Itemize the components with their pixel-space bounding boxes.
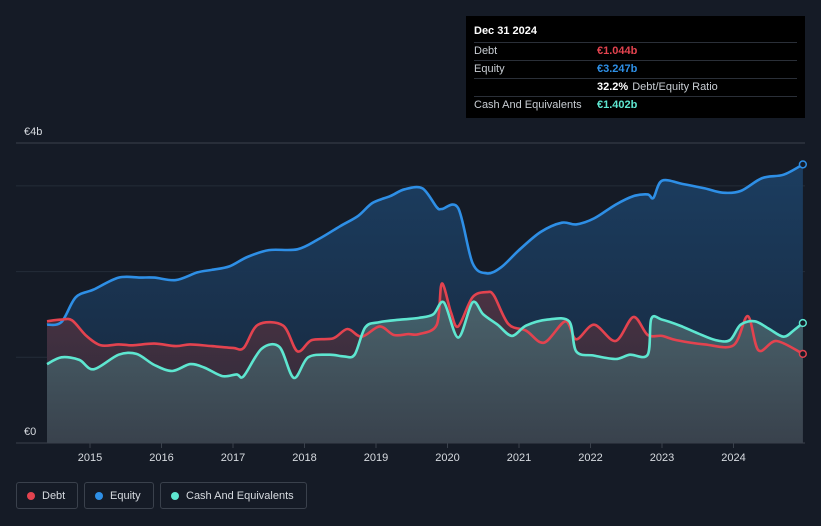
x-tick-label: 2022 xyxy=(578,452,602,464)
x-axis: 2015 2016 2017 2018 2019 2020 2021 2022 2023 2024 xyxy=(16,442,805,464)
legend-label-debt: Debt xyxy=(42,489,66,502)
x-tick-label: 2020 xyxy=(435,452,459,464)
x-tick-label: 2024 xyxy=(721,452,745,464)
tooltip-row-equity: Equity €3.247b xyxy=(474,60,797,78)
x-tick-label: 2019 xyxy=(364,452,388,464)
tooltip-date: Dec 31 2024 xyxy=(474,25,537,37)
cash-and-equivalents-area xyxy=(47,301,803,443)
cash-and-equivalents-line xyxy=(46,300,804,380)
tooltip-ratio-label xyxy=(474,79,597,96)
y-axis-max-label: €4b xyxy=(24,126,42,138)
equity-line xyxy=(46,163,804,327)
legend-item-equity[interactable]: Equity xyxy=(84,482,154,509)
x-tick-label: 2023 xyxy=(650,452,674,464)
tooltip-equity-value: €3.247b xyxy=(597,63,638,75)
data-tooltip: Dec 31 2024 Debt €1.044b Equity €3.247b … xyxy=(466,16,805,118)
series-areas xyxy=(47,164,803,443)
equity-dot-icon xyxy=(95,491,103,500)
legend-item-cash[interactable]: Cash And Equivalents xyxy=(160,482,307,509)
tooltip-row-ratio: 32.2% Debt/Equity Ratio xyxy=(474,78,797,96)
cash-and-equivalents-endpoint xyxy=(798,318,808,328)
x-tick-label: 2018 xyxy=(292,452,316,464)
tooltip-debt-label: Debt xyxy=(474,45,498,57)
tooltip-debt-value: €1.044b xyxy=(597,45,638,57)
x-tick-label: 2021 xyxy=(507,452,531,464)
equity-endpoint xyxy=(798,160,808,169)
tooltip-ratio-value: 32.2% xyxy=(597,81,629,93)
tooltip-row-debt: Debt €1.044b xyxy=(474,42,797,60)
tooltip-row-cash: Cash And Equivalents €1.402b xyxy=(474,96,797,114)
tooltip-ratio-caption: Debt/Equity Ratio xyxy=(632,81,718,93)
x-tick-label: 2017 xyxy=(221,452,245,464)
cash-dot-icon xyxy=(171,491,179,500)
tooltip-cash-label: Cash And Equivalents xyxy=(474,99,582,111)
series-lines xyxy=(46,163,804,380)
y-axis-min-label: €0 xyxy=(24,426,36,438)
legend-item-debt[interactable]: Debt xyxy=(16,482,78,509)
series-endpoints xyxy=(798,160,808,359)
legend-label-cash: Cash And Equivalents xyxy=(186,489,294,502)
debt-dot-icon xyxy=(27,491,35,500)
legend-label-equity: Equity xyxy=(110,489,141,502)
x-tick-label: 2015 xyxy=(78,452,102,464)
tooltip-equity-label: Equity xyxy=(474,63,505,75)
chart-legend: Debt Equity Cash And Equivalents xyxy=(16,482,307,509)
tooltip-cash-value: €1.402b xyxy=(597,99,638,111)
x-tick-label: 2016 xyxy=(149,452,173,464)
debt-endpoint xyxy=(798,349,808,359)
